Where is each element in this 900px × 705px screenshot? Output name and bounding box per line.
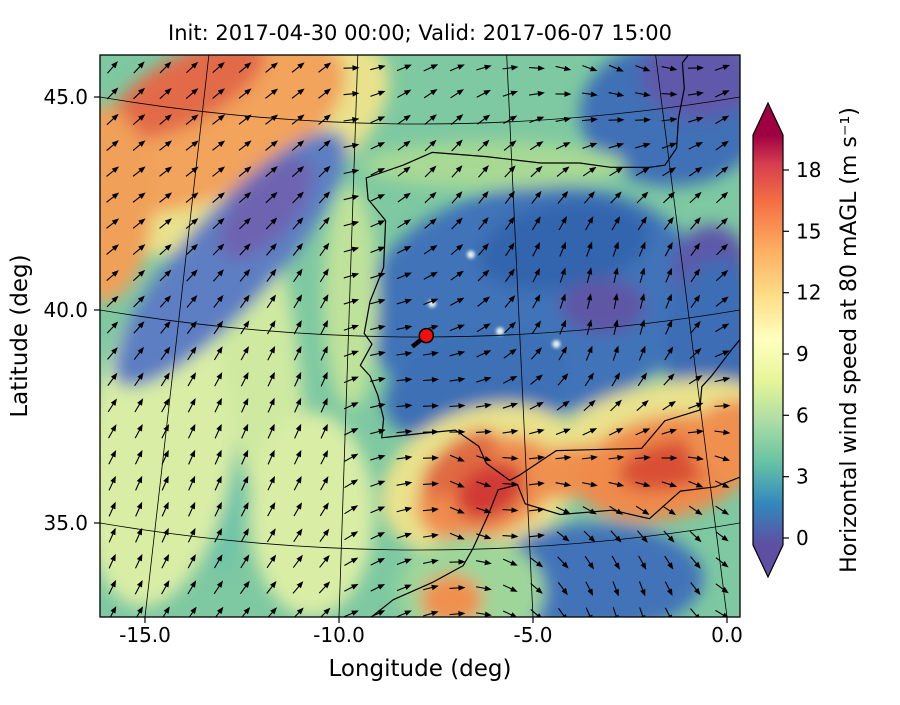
colorbar-tick-label: 9	[796, 342, 809, 366]
colorbar-tick-label: 0	[796, 526, 809, 550]
y-axis-label: Latitude (deg)	[7, 254, 33, 417]
x-tick-label: 0.0	[711, 623, 743, 647]
x-tick-label: -5.0	[513, 623, 552, 647]
x-axis-label: Longitude (deg)	[328, 656, 511, 682]
colorbar-tick-label: 12	[796, 281, 821, 305]
x-tick-label: -10.0	[313, 623, 365, 647]
colorbar-tick-label: 15	[796, 219, 821, 243]
y-tick-label: 35.0	[43, 511, 88, 535]
figure-title: Init: 2017-04-30 00:00; Valid: 2017-06-0…	[168, 21, 672, 45]
lake-spot	[467, 251, 475, 259]
y-tick-label: 45.0	[43, 85, 88, 109]
colorbar-label: Horizontal wind speed at 80 mAGL (m s⁻¹)	[837, 107, 862, 573]
colorbar-bar	[753, 135, 783, 545]
colorbar-tick-label: 18	[796, 158, 821, 182]
plot-area	[29, 0, 789, 647]
colorbar-tick-label: 6	[796, 403, 809, 427]
x-tick-label: -15.0	[119, 623, 171, 647]
y-tick-label: 40.0	[43, 298, 88, 322]
lake-spot	[552, 340, 560, 348]
site-marker-dot	[419, 329, 433, 343]
colorbar-tick-label: 3	[796, 465, 809, 489]
lake-spot	[496, 327, 504, 335]
